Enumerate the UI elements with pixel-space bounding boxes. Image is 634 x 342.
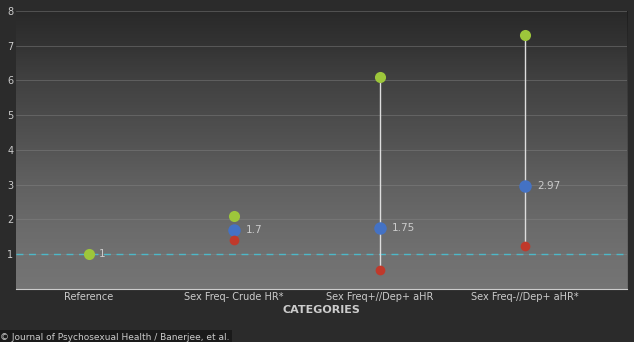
- Text: 1: 1: [99, 249, 105, 259]
- Text: 2.97: 2.97: [537, 181, 560, 191]
- X-axis label: CATEGORIES: CATEGORIES: [283, 304, 361, 315]
- Text: 1.7: 1.7: [246, 225, 262, 235]
- Text: © Journal of Psychosexual Health / Banerjee, et al.: © Journal of Psychosexual Health / Baner…: [0, 333, 230, 342]
- Text: 1.75: 1.75: [391, 223, 415, 233]
